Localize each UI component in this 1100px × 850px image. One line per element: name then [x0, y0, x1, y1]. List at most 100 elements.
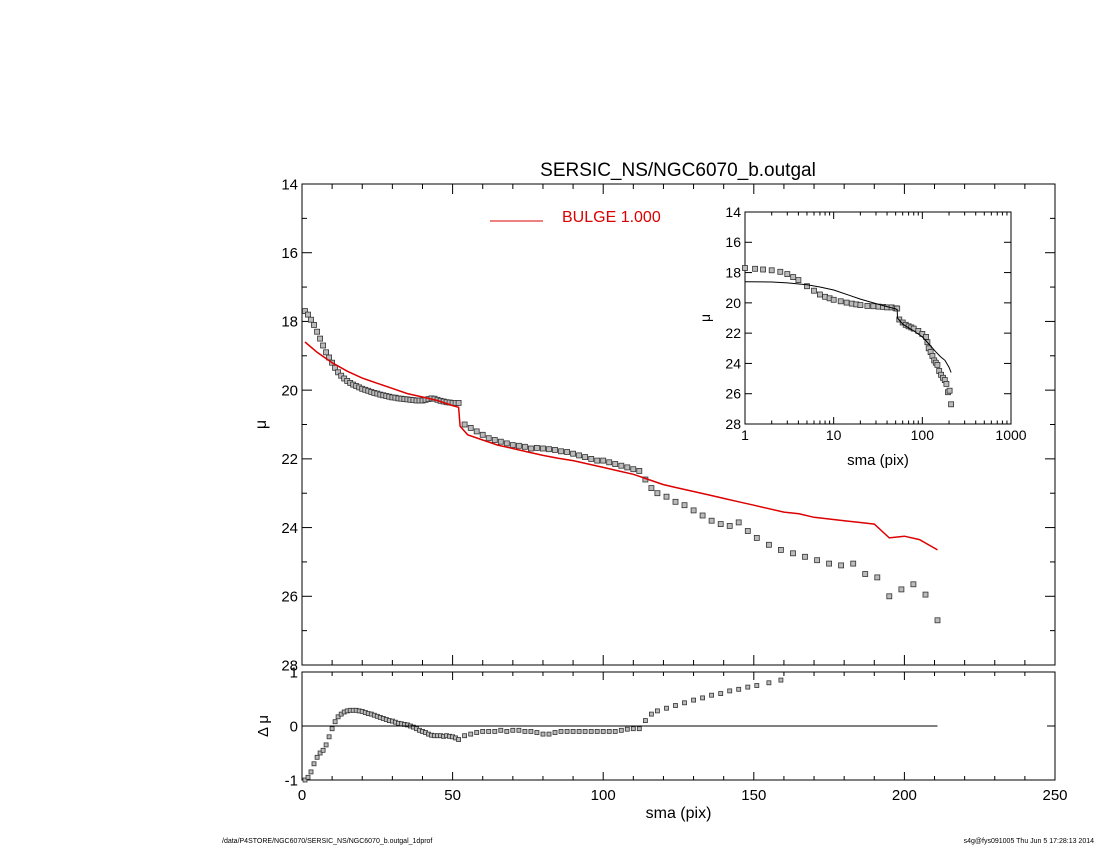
data-point [332, 364, 339, 371]
data-point [802, 553, 808, 560]
data-point [540, 731, 546, 737]
data-point [588, 455, 595, 462]
data-point [718, 691, 724, 696]
data-point [649, 711, 654, 717]
data-point [778, 677, 784, 683]
data-point [874, 574, 881, 581]
y-tick-label: 28 [281, 657, 298, 674]
data-point [754, 683, 760, 688]
main-profile-panel: 14 16 18 20 22 24 26 28 μ BULGE 1.000 [253, 176, 1056, 674]
data-point [461, 421, 468, 428]
inset-background [745, 212, 1011, 424]
x-axis-label: sma (pix) [646, 805, 712, 822]
data-point [552, 730, 558, 735]
data-point [456, 737, 462, 742]
data-point [862, 571, 869, 577]
data-point [323, 742, 329, 748]
data-point [766, 541, 772, 548]
data-point [630, 466, 637, 473]
data-point [742, 265, 748, 271]
data-point [335, 714, 341, 720]
data-point [864, 302, 871, 309]
data-point [910, 581, 917, 588]
data-point [654, 490, 661, 497]
data-point [690, 507, 697, 514]
data-point [790, 274, 797, 281]
data-point [311, 761, 317, 767]
data-point [335, 369, 342, 376]
data-point [491, 437, 498, 443]
data-point [838, 562, 844, 569]
data-point [934, 361, 941, 368]
y-axis-label: μ [253, 420, 270, 429]
y-tick-label: -1 [285, 772, 298, 789]
data-point [576, 452, 582, 459]
data-point [594, 457, 601, 464]
data-point [588, 729, 594, 734]
model-line [304, 341, 938, 551]
data-point [790, 550, 796, 557]
data-point [700, 695, 705, 701]
y-tick-label: 22 [281, 451, 298, 468]
data-point [534, 444, 540, 451]
data-point [600, 729, 606, 734]
data-point [329, 726, 335, 732]
data-point [570, 729, 576, 734]
data-point [311, 321, 317, 328]
data-point [948, 401, 954, 408]
data-point [606, 729, 612, 734]
data-point [682, 700, 687, 706]
data-point [314, 754, 320, 760]
data-point [497, 438, 504, 445]
data-point [467, 424, 474, 431]
data-point [305, 311, 311, 318]
data-point [618, 462, 625, 469]
data-point [843, 299, 850, 306]
x-tick-label: 1 [741, 427, 749, 443]
data-point [503, 440, 510, 447]
data-point [898, 586, 905, 593]
chart-title: SERSIC_NS/NGC6070_b.outgal [540, 160, 816, 181]
data-point [480, 729, 486, 734]
y-tick-label: 14 [725, 204, 741, 220]
data-point [699, 512, 706, 519]
data-point [582, 729, 588, 734]
data-point [630, 726, 636, 732]
y-tick-label: 18 [281, 314, 298, 331]
data-point [317, 335, 324, 342]
data-point [326, 734, 332, 740]
y-tick-label: 16 [281, 245, 298, 262]
data-point [708, 517, 715, 524]
data-point [727, 688, 733, 694]
data-point [546, 446, 552, 453]
data-point [804, 283, 810, 290]
data-point [744, 528, 751, 534]
data-point [323, 349, 330, 356]
x-tick-label: 100 [591, 787, 616, 804]
data-point [691, 697, 696, 703]
data-point [735, 519, 742, 526]
data-point [540, 445, 546, 452]
data-point [768, 267, 775, 274]
data-point [636, 467, 643, 474]
data-point [752, 265, 758, 272]
data-point [558, 729, 564, 734]
inset-log-panel: 1 10 100 1000 14 16 18 20 22 24 26 28 μ sma (pix) [697, 204, 1027, 469]
data-point [522, 729, 528, 734]
data-point [681, 502, 688, 509]
data-point [664, 705, 669, 711]
data-point [564, 449, 570, 455]
data-point [510, 727, 516, 733]
data-point [468, 731, 474, 737]
y-tick-label: 28 [725, 416, 741, 432]
data-point [486, 729, 492, 734]
x-tick-label: 200 [892, 787, 917, 804]
data-point [672, 498, 679, 505]
y-tick-label: 24 [281, 520, 298, 537]
plot-frame [744, 211, 1012, 425]
data-point [564, 729, 570, 734]
data-point [455, 399, 462, 406]
y-tick-label: 26 [725, 386, 741, 402]
